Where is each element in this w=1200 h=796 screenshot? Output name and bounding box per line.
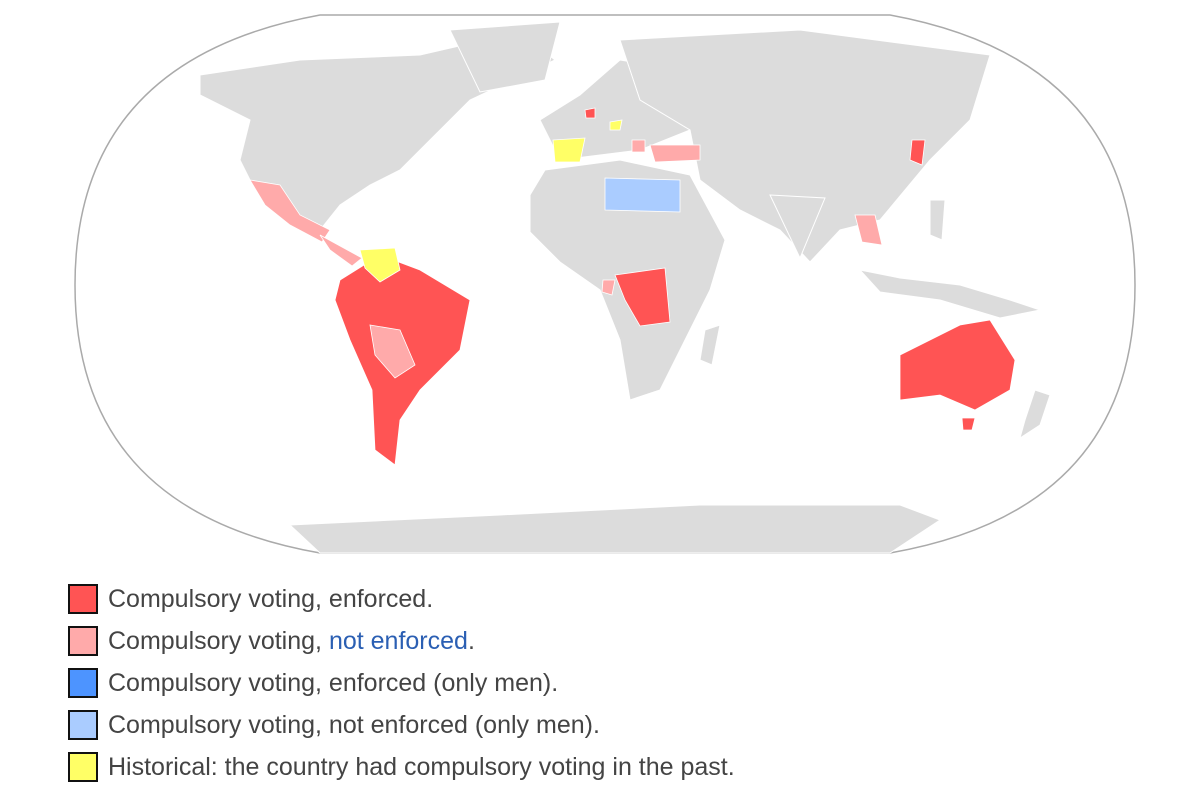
legend-item: Historical: the country had compulsory v…: [68, 746, 735, 788]
indonesia: [858, 269, 1042, 319]
mexico-region: [249, 179, 331, 243]
legend-label: Compulsory voting, enforced (only men).: [108, 668, 559, 697]
legend-item: Compulsory voting, enforced (only men).: [68, 662, 735, 704]
new-zealand: [1019, 389, 1051, 440]
legend-swatch: [68, 626, 98, 656]
asia: [619, 29, 991, 263]
world-map: [74, 14, 1136, 554]
legend-swatch: [68, 710, 98, 740]
north-korea: [909, 139, 926, 166]
bolivia-paraguay: [369, 324, 416, 379]
link[interactable]: not enforced: [328, 626, 468, 655]
legend-item: Compulsory voting, not enforced.: [68, 620, 735, 662]
belgium: [584, 107, 596, 119]
australia: [899, 319, 1016, 411]
antarctica: [288, 504, 942, 554]
madagascar: [699, 324, 721, 366]
gabon: [601, 279, 616, 296]
india: [769, 194, 826, 260]
tasmania: [961, 417, 976, 431]
libya-egypt: [604, 177, 681, 213]
legend: Compulsory voting, enforced. Compulsory …: [68, 578, 735, 788]
countries: [249, 107, 1016, 466]
legend-label: Compulsory voting, enforced.: [108, 584, 434, 613]
greenland: [449, 21, 561, 93]
austria: [609, 119, 623, 131]
legend-swatch: [68, 584, 98, 614]
turkey: [649, 144, 701, 163]
central-america: [319, 234, 363, 267]
label-text: .: [467, 626, 475, 655]
philippines: [929, 199, 946, 241]
venezuela: [359, 247, 401, 283]
dr-congo: [614, 267, 671, 327]
legend-label: Compulsory voting, not enforced (only me…: [108, 710, 600, 739]
legend-swatch: [68, 752, 98, 782]
thailand: [854, 214, 883, 246]
label-text: Compulsory voting,: [108, 626, 329, 655]
legend-label: Compulsory voting, not enforced.: [108, 627, 475, 656]
legend-item: Compulsory voting, enforced.: [68, 578, 735, 620]
legend-swatch: [68, 668, 98, 698]
greece-region: [631, 139, 646, 153]
legend-item: Compulsory voting, not enforced (only me…: [68, 704, 735, 746]
spain: [552, 137, 586, 163]
legend-label: Historical: the country had compulsory v…: [108, 752, 735, 781]
